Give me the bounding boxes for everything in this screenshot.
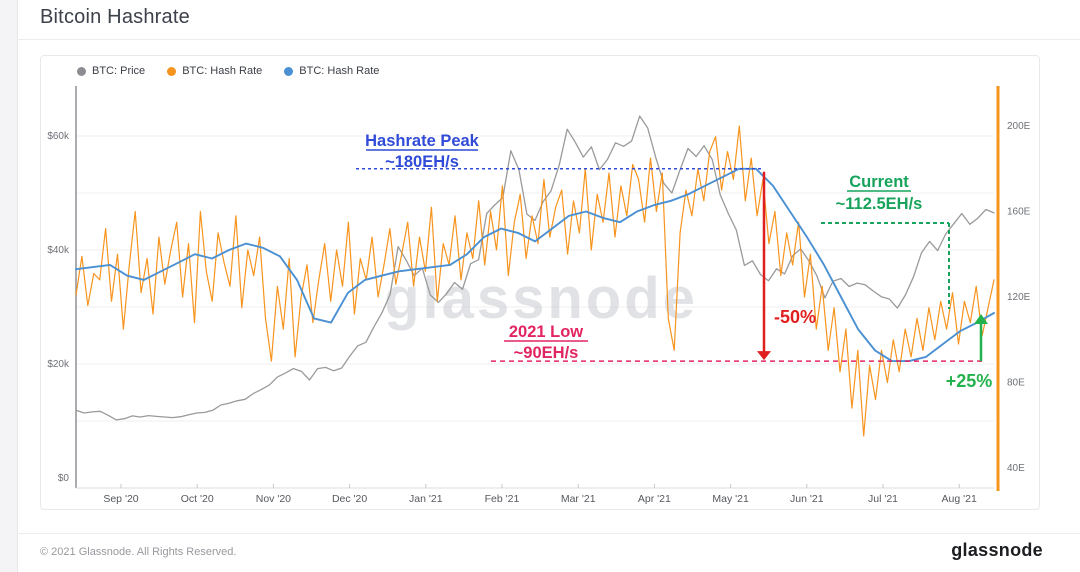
legend-dot-icon	[77, 66, 86, 76]
legend-label: BTC: Price	[92, 65, 146, 77]
y-axis-left-label: $40k	[47, 245, 70, 256]
title-divider	[17, 39, 1080, 40]
chart-legend: BTC: Price BTC: Hash Rate BTC: Hash Rate	[77, 65, 379, 77]
drawdown-arrowhead	[757, 351, 771, 361]
price-line	[75, 115, 995, 421]
drawdown-label: -50%	[774, 307, 816, 327]
y-axis-left-label: $0	[58, 473, 70, 484]
footer-divider	[17, 533, 1080, 534]
hashrate-chart: glassnode $0 $20k $40k $60k 40E 80E 120E 160E 200…	[47, 86, 1031, 505]
chart-card: BTC: Price BTC: Hash Rate BTC: Hash Rate g…	[40, 55, 1040, 510]
x-axis-month-label: Sep '20	[103, 493, 138, 505]
y-axis-right-label: 80E	[1007, 378, 1025, 389]
current-title: Current	[849, 173, 909, 191]
legend-dot-icon	[167, 66, 177, 76]
footer-copyright: © 2021 Glassnode. All Rights Reserved.	[40, 546, 237, 558]
recovery-arrowhead	[974, 314, 988, 325]
x-axis-month-label: Aug '21	[942, 493, 977, 505]
left-gutter	[0, 0, 18, 572]
legend-label: BTC: Hash Rate	[182, 65, 263, 77]
peak-value: ~180EH/s	[385, 153, 459, 171]
x-axis-month-label: May '21	[712, 493, 749, 505]
y-axis-right-label: 40E	[1007, 463, 1025, 474]
y-axis-right-label: 200E	[1007, 121, 1031, 132]
legend-dot-icon	[284, 66, 294, 76]
glassnode-watermark: glassnode	[384, 266, 698, 331]
legend-item-2[interactable]: BTC: Hash Rate	[284, 65, 379, 77]
x-axis-month-label: Jul '21	[868, 493, 898, 505]
x-axis-month-label: Jun '21	[790, 493, 824, 505]
x-axis-month-label: Mar '21	[561, 493, 596, 505]
y-axis-left-label: $20k	[47, 359, 70, 370]
glassnode-logo: glassnode	[951, 540, 1043, 560]
recovery-label: +25%	[946, 371, 993, 391]
y-axis-right-label: 160E	[1007, 207, 1031, 218]
low-value: ~90EH/s	[514, 344, 579, 362]
x-axis-month-label: Dec '20	[332, 493, 367, 505]
hashrate-raw-line	[75, 125, 995, 437]
page-title: Bitcoin Hashrate	[40, 6, 190, 28]
peak-title: Hashrate Peak	[365, 132, 480, 150]
x-axis-month-label: Nov '20	[256, 493, 291, 505]
x-axis-month-label: Jan '21	[409, 493, 443, 505]
legend-label: BTC: Hash Rate	[299, 65, 380, 77]
y-axis-left-label: $60k	[47, 131, 70, 142]
x-axis-month-label: Feb '21	[485, 493, 520, 505]
current-value: ~112.5EH/s	[836, 195, 923, 213]
x-axis-month-label: Apr '21	[638, 493, 671, 505]
hashrate-ma-line	[75, 167, 995, 363]
legend-item-0[interactable]: BTC: Price	[77, 65, 145, 77]
low-title: 2021 Low	[509, 323, 583, 341]
legend-item-1[interactable]: BTC: Hash Rate	[167, 65, 262, 77]
x-axis-month-label: Oct '20	[181, 493, 214, 505]
y-axis-right-label: 120E	[1007, 292, 1031, 303]
